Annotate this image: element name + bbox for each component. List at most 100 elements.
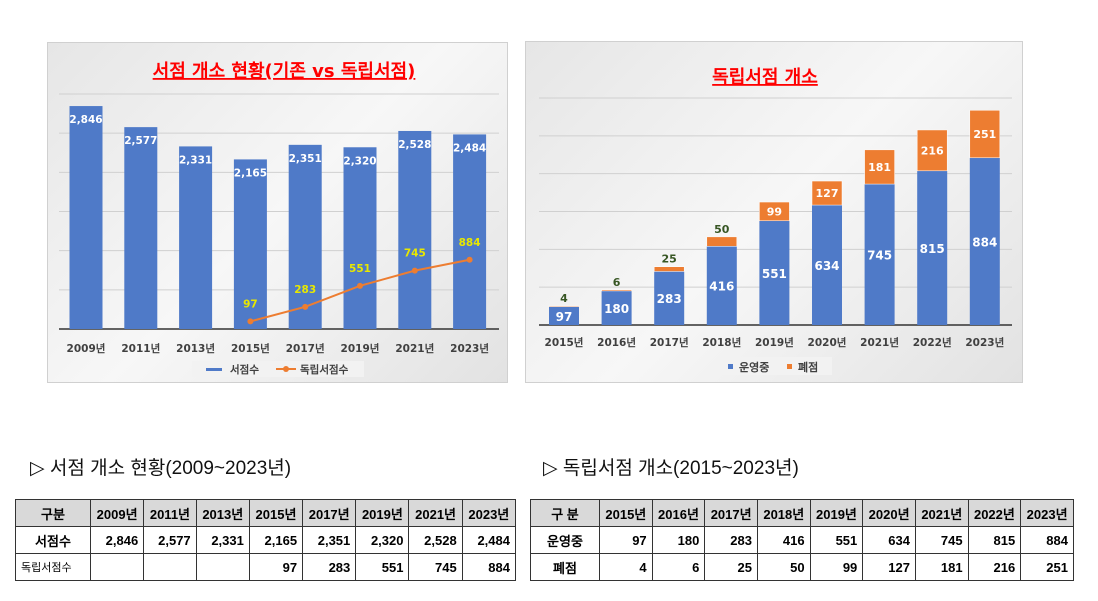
table-cell — [143, 553, 197, 581]
x-tick-label: 2023년 — [965, 336, 1004, 349]
bar-closed-2016년 — [601, 289, 632, 292]
bar-closed-2020년 — [811, 180, 843, 206]
chart-independent-bookstores: 독립서점 개소 97 4 2015년 180 6 2016년 283 25 2017년 416 50 2… — [525, 41, 1023, 383]
line-label: 884 — [459, 237, 481, 249]
table-cell — [89, 553, 145, 581]
line-label: 97 — [243, 298, 258, 310]
bar-label: 551 — [762, 267, 787, 281]
table-cell: 283 — [704, 526, 758, 554]
table-cell: 서점수 — [15, 526, 91, 554]
bar-label: 2,320 — [343, 155, 376, 167]
bar-operating-2017년 — [654, 271, 685, 325]
column-header: 2017년 — [704, 499, 758, 527]
table-cell: 884 — [1020, 526, 1074, 554]
bar-label: 2,484 — [453, 142, 486, 154]
table-cell: 2,577 — [143, 526, 197, 554]
table-cell: 283 — [302, 553, 357, 581]
legend-label: 서점수 — [230, 363, 259, 376]
bar-closed-2023년 — [969, 110, 1001, 159]
x-tick-label: 2019년 — [341, 342, 380, 355]
bar-label: 815 — [920, 242, 945, 256]
bar-label: 745 — [867, 249, 892, 263]
table-cell: 99 — [809, 553, 864, 581]
x-tick-label: 2020년 — [808, 336, 847, 349]
bar-label: 50 — [714, 223, 730, 236]
line-label: 745 — [404, 248, 426, 260]
table-cell: 2,846 — [89, 526, 145, 554]
x-tick-label: 2009년 — [67, 342, 106, 355]
bar-label: 2,846 — [69, 114, 102, 126]
legend-label: 폐점 — [798, 360, 818, 374]
column-header: 2015년 — [248, 499, 304, 527]
table-cell: 2,528 — [408, 526, 463, 554]
table-cell: 745 — [914, 526, 969, 554]
table1-heading: ▷ 서점 개소 현황(2009~2023년) — [30, 458, 292, 479]
table-cell: 2,165 — [248, 526, 304, 554]
bar-label: 634 — [814, 259, 839, 273]
line-point — [466, 256, 473, 263]
table-cell — [195, 553, 250, 581]
bar-closed-2022년 — [916, 129, 948, 172]
bar-operating-2023년 — [969, 157, 1000, 325]
x-tick-label: 2019년 — [755, 336, 794, 349]
x-tick-label: 2017년 — [286, 342, 325, 355]
x-tick-label: 2015년 — [231, 342, 270, 355]
table-cell: 97 — [248, 553, 304, 581]
table-cell: 634 — [862, 526, 916, 554]
bar-2013년 — [179, 146, 213, 329]
table-cell: 폐점 — [530, 553, 600, 581]
column-header: 2021년 — [914, 499, 969, 527]
chart-title: 서점 개소 현황(기존 vs 독립서점) — [153, 61, 416, 82]
bar-operating-2022년 — [917, 170, 948, 325]
table-cell: 2,484 — [461, 526, 517, 554]
legend-label: 운영중 — [739, 361, 769, 374]
independent-table: 구 분 2015년 2016년 2017년 2018년 2019년 2020년 2021년 20… — [530, 499, 1074, 581]
bar-label: 2,528 — [398, 139, 431, 151]
bar-operating-2020년 — [812, 205, 842, 325]
chart1-svg: 서점 개소 현황(기존 vs 독립서점) 2,846 2009년 2,577 2011년… — [59, 61, 499, 377]
table-cell: 216 — [967, 553, 1022, 581]
table-row: 독립서점수 97 283 551 745 884 — [15, 553, 517, 581]
column-header: 2011년 — [143, 499, 197, 527]
bar-label: 97 — [556, 310, 573, 324]
bar-label: 2,331 — [179, 154, 212, 166]
line-point — [302, 303, 309, 310]
bar-label: 180 — [604, 302, 629, 316]
table-cell: 4 — [599, 553, 653, 581]
x-tick-label: 2021년 — [395, 342, 434, 355]
x-tick-label: 2016년 — [597, 336, 636, 349]
x-tick-label: 2021년 — [860, 336, 899, 349]
bar-label: 99 — [767, 205, 782, 218]
x-tick-label: 2017년 — [650, 336, 689, 349]
table-cell: 2,320 — [355, 526, 410, 554]
bar-label: 216 — [921, 144, 944, 157]
line-point — [247, 318, 254, 325]
chart-bookstores: 서점 개소 현황(기존 vs 독립서점) 2,846 2009년 2,577 2011년… — [47, 42, 508, 383]
column-header: 2019년 — [809, 499, 864, 527]
table-cell: 97 — [599, 526, 653, 554]
x-tick-label: 2022년 — [913, 336, 952, 349]
bar-operating-2021년 — [864, 184, 895, 325]
bar-closed-2015년 — [548, 305, 580, 307]
bar-label: 2,351 — [289, 153, 322, 165]
table2-heading: ▷ 독립서점 개소(2015~2023년) — [543, 458, 799, 479]
column-header: 2021년 — [408, 499, 463, 527]
table-row: 서점수 2,846 2,577 2,331 2,165 2,351 2,320 2,528 2,… — [15, 526, 517, 554]
column-header: 2017년 — [302, 499, 357, 527]
bar-2015년 — [233, 159, 267, 329]
bar-closed-2019년 — [759, 201, 790, 222]
bookstore-table: 구분 2009년 2011년 2013년 2015년 2017년 2019년 2021년 202… — [15, 499, 517, 581]
column-header: 2022년 — [967, 499, 1022, 527]
legend-label: 독립서점수 — [300, 363, 349, 376]
bar-label: 6 — [613, 276, 621, 289]
column-header: 2013년 — [195, 499, 250, 527]
table-cell: 6 — [651, 553, 706, 581]
table-cell: 2,331 — [195, 526, 250, 554]
x-tick-label: 2023년 — [450, 342, 489, 355]
table-cell: 251 — [1020, 553, 1074, 581]
column-header: 2019년 — [355, 499, 410, 527]
column-header: 구분 — [15, 499, 91, 527]
table-cell: 운영중 — [530, 526, 600, 554]
x-tick-label: 2011년 — [121, 342, 160, 355]
table-cell: 745 — [408, 553, 463, 581]
